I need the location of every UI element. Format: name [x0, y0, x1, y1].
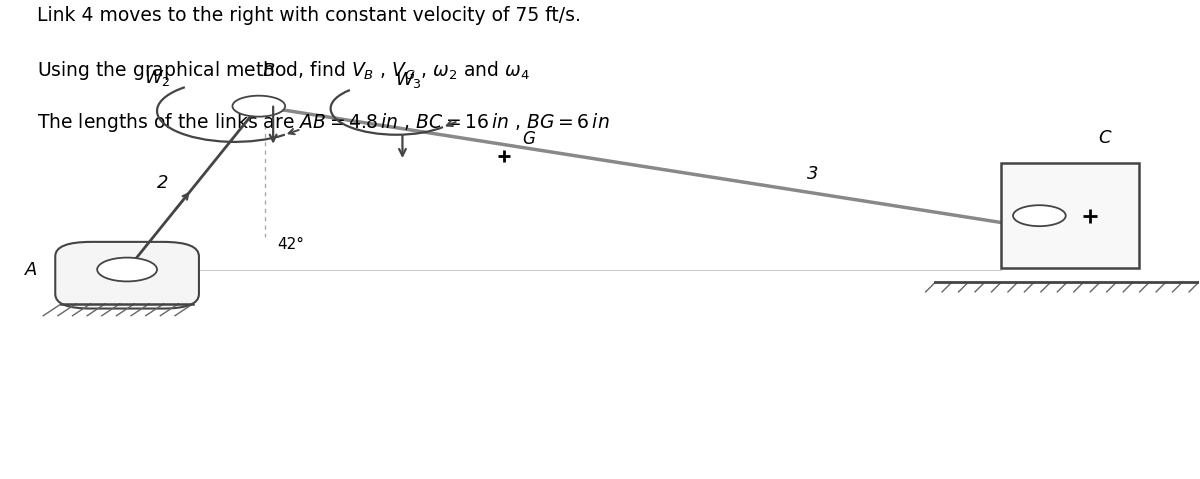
- Text: G: G: [522, 130, 535, 148]
- Text: Using the graphical method, find $V_B$ , $V_G$ , $\omega_2$ and $\omega_4$: Using the graphical method, find $V_B$ ,…: [37, 58, 530, 81]
- Text: $W_2$: $W_2$: [144, 68, 170, 88]
- Circle shape: [97, 258, 157, 281]
- Circle shape: [1013, 205, 1066, 226]
- Bar: [1001, 163, 1139, 268]
- Circle shape: [233, 96, 286, 116]
- Text: A: A: [25, 261, 37, 278]
- Text: 2: 2: [157, 174, 169, 192]
- Text: 4: 4: [1117, 207, 1129, 225]
- Text: C: C: [1098, 129, 1111, 147]
- Text: The lengths of the links are $AB = 4.8\,in$ , $BC = 16\,in$ , $BG = 6\,in$: The lengths of the links are $AB = 4.8\,…: [37, 111, 610, 134]
- Text: Link 4 moves to the right with constant velocity of 75 ft/s.: Link 4 moves to the right with constant …: [37, 6, 581, 25]
- FancyBboxPatch shape: [55, 242, 199, 308]
- Text: B: B: [262, 62, 275, 80]
- Text: 3: 3: [806, 165, 818, 183]
- Text: $W_3$: $W_3$: [395, 70, 422, 90]
- Text: 42°: 42°: [277, 237, 304, 252]
